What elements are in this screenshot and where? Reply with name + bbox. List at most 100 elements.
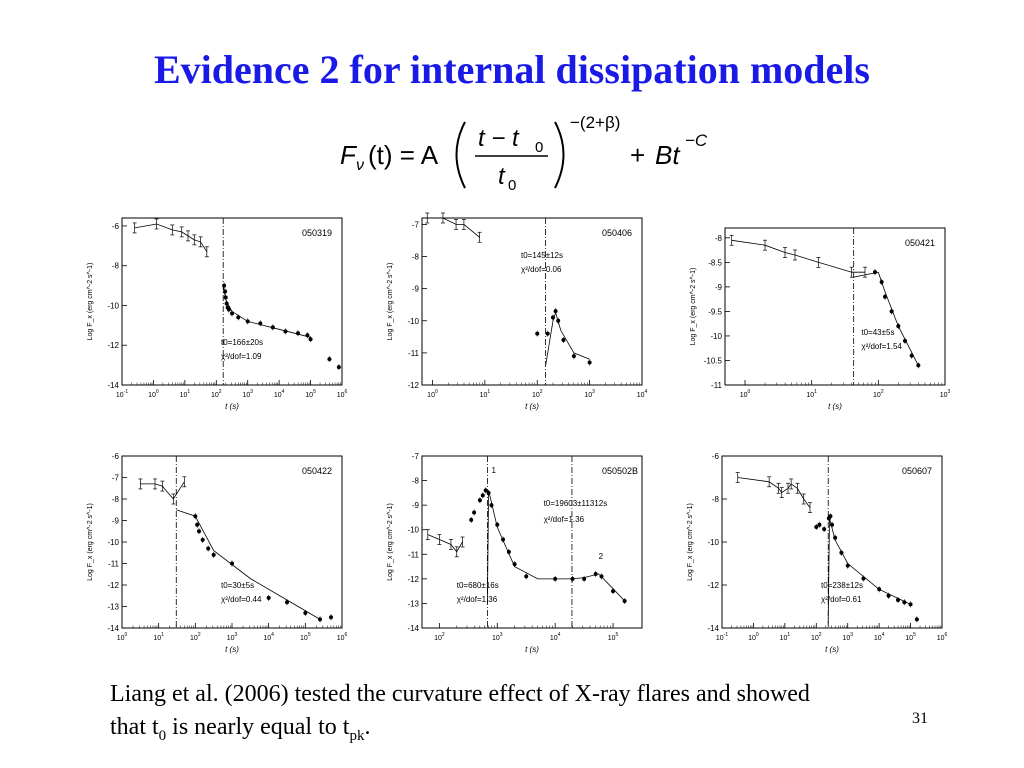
flare-data-point [223,289,228,294]
flare-data-point [245,319,250,324]
y-tick-label: -14 [107,624,119,633]
burst-label: 050422 [302,466,332,476]
flare-data-point [593,571,598,576]
x-tick-label: 100 [740,389,751,399]
flare-data-point [879,279,884,284]
flare-data-point [327,357,332,362]
plot-frame [121,217,343,386]
flare-data-point [830,522,834,527]
flare-data-point [877,587,882,592]
flare-data-point [535,331,540,336]
chi2-annotation: χ²/dof=1.09 [221,352,262,361]
plot-frame [724,227,946,386]
flare-data-point [553,576,558,581]
t0-annotation: t0=166±20s [221,338,263,347]
flare-data-point [524,574,529,579]
flare-data-point [197,529,201,534]
flare-data-point [236,315,241,320]
flare-data-point [501,537,506,542]
flare-data-point [477,498,482,503]
flare-data-point [223,295,228,300]
chi2-annotation: χ²/dof=0.61 [821,595,862,604]
caption-line-1: Liang et al. (2006) tested the curvature… [110,681,810,707]
burst-label: 050607 [902,466,932,476]
flare-data-point [883,294,887,299]
x-tick-label: 101 [153,632,164,642]
y-tick-label: -10 [710,332,722,341]
y-tick-label: -13 [107,603,119,612]
flare-data-point [587,360,592,365]
y-tick-label: -6 [112,452,120,461]
x-tick-label: 105 [300,632,311,642]
flare-label-2: 2 [599,552,604,561]
x-tick-label: 104 [274,389,285,399]
x-tick-label: 101 [180,389,191,399]
x-tick-label: 100 [148,389,159,399]
burst-label: 050319 [302,228,332,238]
y-axis-label: Log F_x (erg cm^-2 s^-1) [87,263,94,341]
flare-data-point [550,315,555,320]
model-fit-line [222,285,311,338]
y-tick-label: -8 [412,253,420,262]
lightcurve-panel-050502B: 102 103 104 105 -7 -8 -9 -10 -11 -12 -13 -14 t (s) Lo… [387,452,643,654]
y-tick-label: -13 [407,599,419,608]
y-tick-label: -10 [107,538,119,547]
flare-data-point [889,309,894,314]
equation-numerator: t − t [478,125,520,152]
y-tick-label: -12 [407,575,419,584]
y-tick-label: -10.5 [704,356,723,365]
t0-annotation: t0=680±16s [457,581,499,590]
x-tick-label: 100 [117,632,128,642]
x-tick-label: 102 [811,632,822,642]
y-tick-label: -6 [112,222,120,231]
model-fit-line [827,518,911,624]
flare-data-point [556,318,561,323]
flare-data-point [308,337,313,342]
caption-sub-pk: pk [349,727,365,744]
x-tick-label: 105 [608,632,619,642]
x-axis-label: t (s) [225,645,239,654]
flare-data-point [489,503,494,508]
x-tick-label: 103 [492,632,503,642]
flare-data-point [318,617,322,622]
flare-data-point [472,510,477,515]
x-tick-label: 104 [637,389,648,399]
y-tick-label: -6 [712,452,720,461]
y-tick-label: -10 [407,317,419,326]
y-tick-label: -9 [412,501,420,510]
flare-data-point [611,589,616,594]
y-tick-label: -11 [108,560,120,569]
model-fit-line [853,271,919,366]
flare-data-point [909,353,914,358]
flare-data-point [622,598,627,603]
lightcurve-panel-050319: 10-1 100 101 102 103 104 105 106 -6 -8 -10 -12 -14 t … [87,217,348,411]
x-tick-label: 100 [427,389,438,399]
x-axis-label: t (s) [525,645,539,654]
chi2-annotation-2: χ²/dof=1.36 [544,515,585,524]
flare-data-point [336,365,341,370]
y-tick-label: -12 [407,381,419,390]
equation-lhs-nu: ν [356,157,364,174]
lightcurve-panel-050422: 100 101 102 103 104 105 106 -6 -7 -8 -9 -10 -11 -12 -1… [87,452,348,654]
flare-data-point [817,522,822,527]
flare-data-point [845,563,850,568]
x-tick-label: 102 [532,389,543,399]
flare-data-point [483,488,488,493]
y-axis-label: Log F_x (erg cm^-2 s^-1) [387,503,394,581]
flare-data-point [873,270,877,275]
flare-data-point [195,522,200,527]
lightcurve-panel-050607: 10-1 100 101 102 103 104 105 106 -6 -8 -10 -12 -14 t … [687,452,948,654]
x-tick-label: 100 [748,632,759,642]
y-tick-label: -10 [707,538,719,547]
flare-data-point [914,617,919,622]
equation-left-paren [455,121,466,189]
x-tick-label: 104 [550,632,561,642]
caption: Liang et al. (2006) tested the curvature… [110,678,950,753]
flare-data-point [296,331,300,336]
flare-data-point [486,490,491,495]
early-lightcurve-line [427,217,480,238]
flare-data-point [266,595,271,600]
y-tick-label: -8 [412,477,420,486]
flare-data-point [469,517,474,522]
x-tick-label: 102 [434,632,445,642]
